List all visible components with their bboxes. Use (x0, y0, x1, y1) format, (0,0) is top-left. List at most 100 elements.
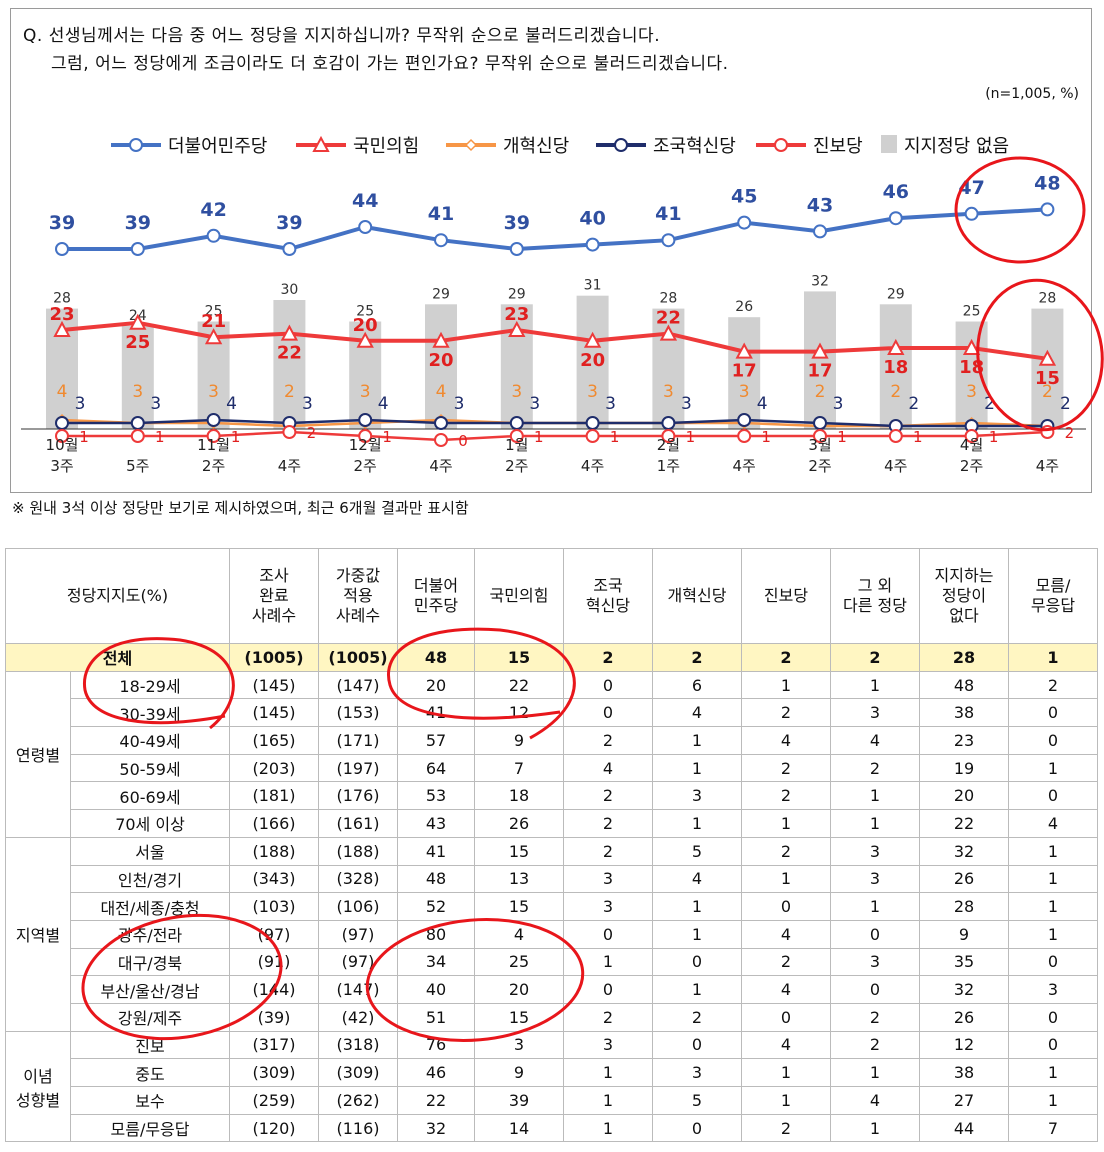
table-cell: 2 (741, 753, 831, 783)
table-cell: 0 (563, 670, 653, 700)
table-cell: (106) (318, 892, 398, 921)
column-header: 조사 완료 사례수 (229, 548, 319, 644)
table-cell: 26 (474, 809, 564, 838)
table-row: 부산/울산/경남 (144) (147) 40 20 0 1 4 0 32 3 (6, 975, 1098, 1004)
series-line (62, 418, 1048, 428)
row-label: 30-39세 (70, 698, 230, 728)
table-cell: (176) (318, 781, 398, 811)
table-cell: 1 (1008, 753, 1098, 783)
data-label: 46 (883, 181, 909, 203)
table-cell: (309) (229, 1058, 319, 1087)
data-label: 25 (125, 332, 150, 353)
data-label: 2 (984, 394, 995, 414)
table-cell: (328) (318, 864, 398, 894)
x-tick-label: 1주 (657, 457, 680, 475)
table-cell: 1 (741, 1086, 831, 1115)
row-label: 강원/제주 (70, 1002, 230, 1032)
table-cell: 53 (397, 781, 475, 811)
series-line (61, 320, 1048, 361)
legend-marker (464, 138, 478, 152)
row-label: 중도 (70, 1058, 230, 1087)
table-cell: 18 (474, 781, 564, 811)
data-label: 1 (913, 428, 923, 446)
table-cell: (262) (318, 1086, 398, 1115)
data-point (585, 237, 600, 252)
row-label: 모름/무응답 (70, 1113, 230, 1143)
table-row: 인천/경기 (343) (328) 48 13 3 4 1 3 26 1 (6, 864, 1098, 894)
series-line (62, 430, 1048, 442)
table-cell: 51 (397, 1002, 475, 1032)
table-cell: (197) (318, 753, 398, 783)
table-cell: 12 (919, 1030, 1009, 1060)
table-cell: 0 (1008, 726, 1098, 755)
table-cell: 1 (1008, 892, 1098, 921)
data-label: 41 (655, 203, 681, 225)
table-body: 전체 (1005) (1005) 48 15 2 2 2 2 28 1 연령별 18-29세 (145)(… (5, 643, 1098, 1143)
data-point (661, 429, 676, 443)
data-point (737, 429, 752, 443)
table-cell: 2 (741, 698, 831, 728)
table-cell: 38 (919, 698, 1009, 728)
table-row: 50-59세 (203) (197) 64 7 4 1 2 2 19 1 (6, 753, 1098, 783)
data-label: 18 (959, 357, 984, 378)
data-label: 3 (529, 394, 540, 414)
table-cell: 0 (1008, 781, 1098, 811)
data-point (583, 331, 602, 348)
table-cell: 3 (563, 864, 653, 894)
bar (804, 291, 836, 429)
data-label: 39 (125, 212, 151, 234)
table-cell: 39 (474, 1086, 564, 1115)
legend-label: 지지정당 없음 (904, 136, 1009, 157)
table-cell: (116) (318, 1113, 398, 1143)
x-tick-label: 2주 (202, 457, 225, 475)
column-header: 그 외 다른 정당 (830, 548, 920, 644)
data-label: 21 (201, 311, 226, 332)
table-cell: 1 (1008, 919, 1098, 949)
data-point (130, 242, 145, 256)
data-point (55, 416, 69, 430)
column-header: 모름/무응답 (1008, 548, 1098, 644)
data-label: 3 (302, 394, 313, 414)
column-header: 지지하는 정당이 없다 (919, 548, 1009, 644)
bar (728, 317, 761, 429)
legend-label: 진보당 (813, 136, 863, 157)
table-cell: 2 (741, 643, 831, 672)
table-cell: 2 (741, 781, 831, 811)
table-cell: (165) (229, 726, 319, 755)
data-label: 40 (579, 208, 605, 230)
bar-label: 25 (963, 304, 981, 320)
data-point (813, 224, 827, 239)
column-header: 개혁신당 (652, 548, 742, 644)
data-point (509, 416, 524, 430)
data-label: 1 (382, 428, 392, 446)
data-label: 1 (686, 428, 696, 446)
data-label: 23 (49, 304, 74, 325)
row-label: 50-59세 (70, 753, 230, 783)
chart-panel: Q. 선생님께서는 다음 중 어느 정당을 지지하십니까? 무작위 순으로 불러… (10, 8, 1092, 493)
table-cell: 9 (474, 726, 564, 755)
data-point (282, 425, 297, 439)
table-cell: 26 (919, 1002, 1009, 1032)
table-cell: 38 (919, 1058, 1009, 1087)
table-cell: 1 (830, 1113, 920, 1143)
table-row: 중도 (309) (309) 46 9 1 3 1 1 38 1 (6, 1058, 1098, 1087)
table-cell: 1 (741, 864, 831, 894)
legend-label: 더불어민주당 (168, 136, 267, 157)
row-label: 40-49세 (70, 726, 230, 755)
bar (879, 304, 912, 429)
table-cell: 22 (397, 1086, 475, 1115)
table-row: 30-39세 (145) (153) 41 12 0 4 2 3 38 0 (6, 698, 1098, 728)
bar-label: 29 (508, 286, 526, 302)
data-label: 20 (428, 350, 453, 371)
data-label: 3 (587, 382, 598, 402)
data-label: 3 (454, 394, 465, 414)
table-cell: 32 (397, 1113, 475, 1143)
data-point (358, 220, 373, 234)
table-cell: 15 (474, 1002, 564, 1032)
bar-label: 26 (735, 299, 753, 315)
table-cell: (39) (229, 1002, 319, 1032)
data-label: 2 (890, 382, 901, 402)
data-label: 2 (284, 382, 295, 402)
table-cell: 2 (830, 1030, 920, 1060)
